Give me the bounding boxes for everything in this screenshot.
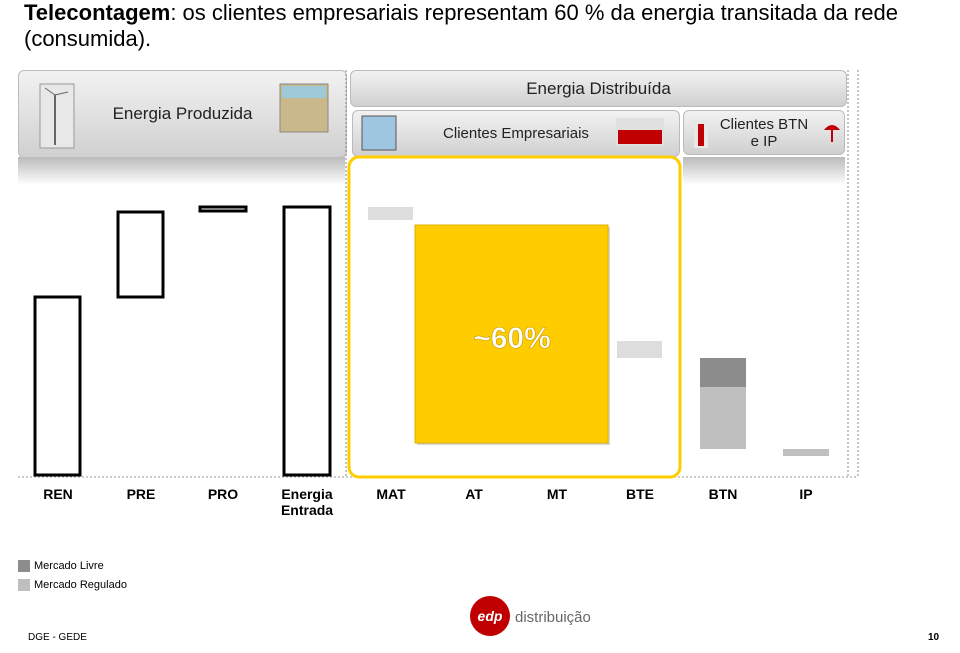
category-label: BTE (626, 486, 654, 502)
bar (33, 295, 82, 477)
block (375, 160, 505, 198)
bar (198, 205, 248, 213)
bar (783, 449, 829, 456)
bar (700, 358, 746, 387)
bar (700, 387, 746, 449)
page-number: 10 (928, 632, 940, 643)
category-label: REN (43, 486, 73, 502)
category-label: Energia Entrada (280, 486, 334, 518)
bar (116, 210, 165, 299)
category-label: MT (546, 486, 568, 502)
header-text: Clientes Empresariais (443, 125, 589, 142)
title-bold: Telecontagem (24, 0, 171, 25)
shadow (683, 157, 845, 185)
btn-header: Clientes BTN e IP (683, 110, 845, 155)
category-label: BTN (708, 486, 738, 502)
legend-label: Mercado Livre (34, 560, 104, 572)
factory-icon (616, 118, 664, 146)
category-label: PRE (126, 486, 156, 502)
logo-mark: edp (478, 608, 503, 624)
category-label: AT (465, 486, 483, 502)
category-label: IP (799, 486, 813, 502)
person-icon (694, 120, 708, 148)
legend-item: Mercado Regulado (18, 579, 127, 591)
footer-left: DGE - GEDE (28, 632, 87, 643)
header-text: Energia Produzida (112, 104, 253, 123)
building-icon (361, 115, 397, 151)
highlight-frame (347, 155, 682, 479)
logo-text: distribuição (515, 609, 591, 626)
shadow (18, 157, 345, 185)
category-label: PRO (207, 486, 239, 502)
wind-icon (39, 83, 75, 149)
highlight-text: ~60% (473, 322, 551, 355)
bar (617, 341, 662, 358)
header-text: Energia Distribuída (526, 78, 671, 98)
dam-icon (279, 83, 329, 133)
highlight-block (414, 224, 609, 444)
legend-label: Mercado Regulado (34, 579, 127, 591)
legend-item: Mercado Livre (18, 560, 104, 572)
bar (282, 205, 332, 477)
logo-circle (470, 596, 510, 636)
header-text: Clientes BTN e IP (719, 115, 809, 150)
title-rest: : os clientes empresariais representam 6… (24, 0, 898, 51)
category-label: MAT (376, 486, 406, 502)
lamp-icon (824, 125, 840, 142)
slide-title: Telecontagem: os clientes empresariais r… (24, 0, 954, 52)
distributed-header: Energia Distribuída (350, 70, 847, 107)
bar (368, 207, 413, 220)
